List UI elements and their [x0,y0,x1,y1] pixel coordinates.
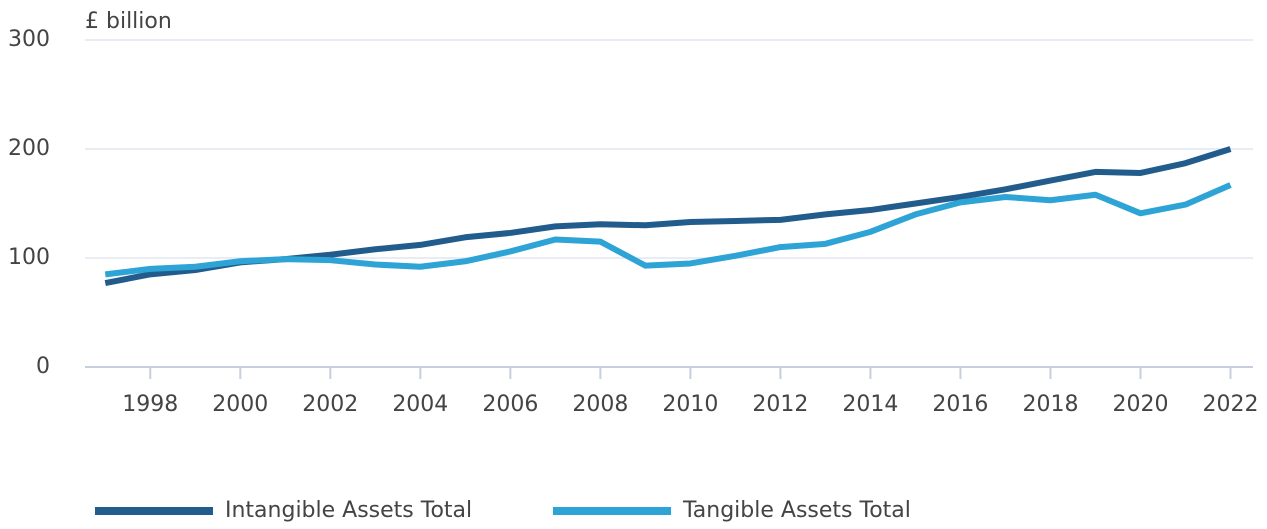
x-tick-label: 2010 [662,392,718,417]
x-tick-label: 2004 [392,392,448,417]
x-tick-label: 2000 [212,392,268,417]
y-tick-label: 100 [8,245,50,270]
x-tick-label: 2014 [842,392,898,417]
x-tick-label: 2008 [572,392,628,417]
y-axis-label: £ billion [85,9,172,34]
y-tick-label: 0 [36,354,50,379]
x-tick-label: 2022 [1202,392,1258,417]
x-tick-label: 2016 [932,392,988,417]
x-tick-label: 2018 [1022,392,1078,417]
y-tick-label: 200 [8,136,50,161]
x-tick-label: 2020 [1112,392,1168,417]
legend-label: Tangible Assets Total [682,498,911,523]
legend-label: Intangible Assets Total [225,498,472,523]
line-series [104,182,1232,278]
y-tick-label: 300 [8,27,50,52]
x-tick-label: 2012 [752,392,808,417]
x-tick-label: 2006 [482,392,538,417]
x-tick-label: 2002 [302,392,358,417]
x-tick-label: 1998 [122,392,178,417]
